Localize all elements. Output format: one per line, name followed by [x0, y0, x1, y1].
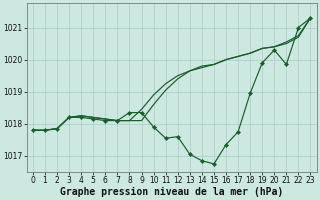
X-axis label: Graphe pression niveau de la mer (hPa): Graphe pression niveau de la mer (hPa) — [60, 186, 283, 197]
